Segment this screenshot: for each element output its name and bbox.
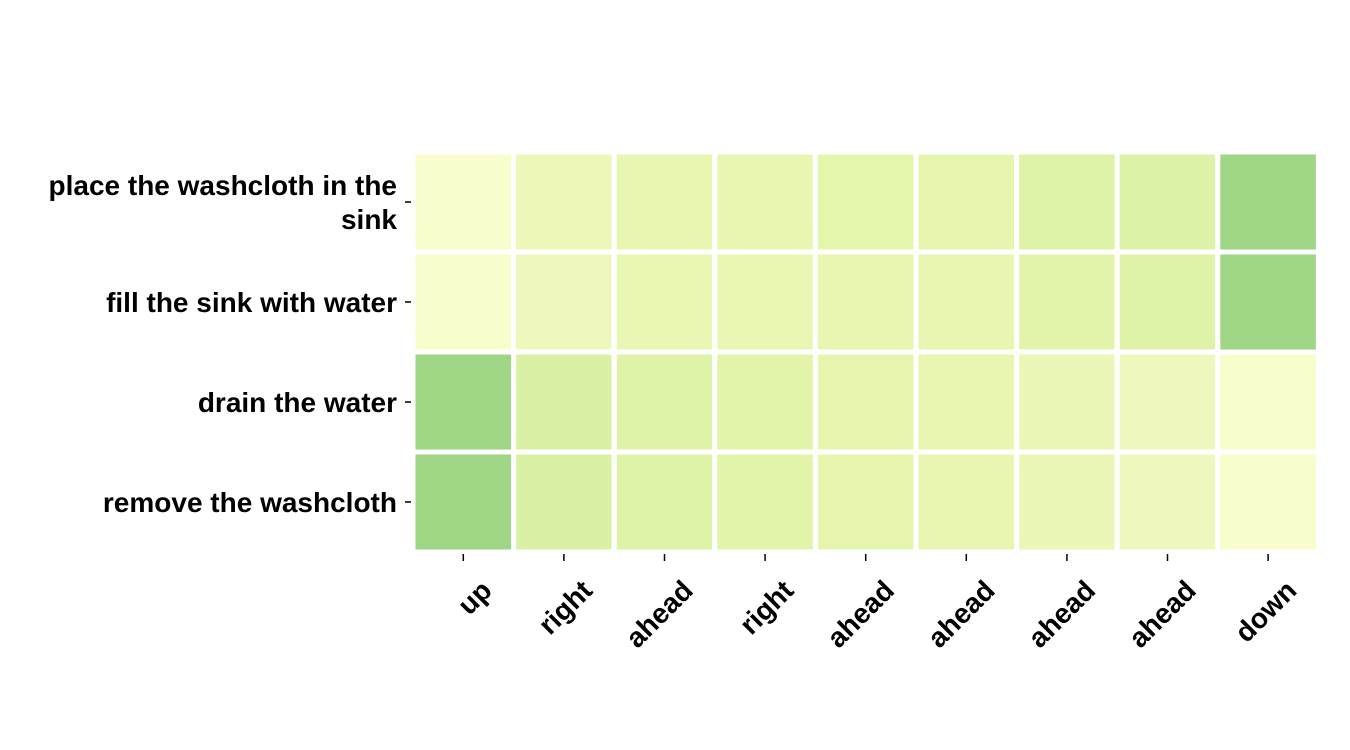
heatmap-cell-r0-c6 — [1014, 149, 1120, 255]
heatmap-cell-r0-c2 — [611, 149, 718, 255]
heatmap-cell-r2-c2 — [611, 349, 718, 455]
column-label: ahead — [1123, 574, 1202, 653]
heatmap-cell-r0-c4 — [812, 149, 919, 255]
heatmap-cell-r1-c3 — [712, 249, 818, 355]
heatmap-cell-r3-c4 — [812, 449, 919, 555]
heatmap-cell-r1-c2 — [611, 249, 718, 355]
heatmap-cell-r2-c1 — [511, 349, 617, 455]
row-labels: place the washcloth in the sink fill the s… — [48, 170, 397, 518]
column-label: down — [1229, 574, 1303, 648]
heatmap-cell-r1-c5 — [913, 249, 1020, 355]
row-label: remove the washcloth — [103, 487, 397, 518]
heatmap-cell-r3-c3 — [712, 449, 818, 555]
heatmap-cell-r1-c0 — [410, 249, 517, 355]
column-label: up — [452, 574, 498, 620]
heatmap-cell-r2-c0 — [410, 349, 517, 455]
column-ticks — [462, 554, 1269, 561]
heatmap-cell-r2-c6 — [1014, 349, 1120, 455]
heatmap-cell-r3-c6 — [1014, 449, 1120, 555]
row-ticks — [405, 201, 411, 503]
heatmap-cell-r3-c5 — [913, 449, 1020, 555]
heatmap-cell-r0-c0 — [410, 149, 517, 255]
heatmap-cell-r1-c8 — [1215, 249, 1321, 355]
heatmap-cell-r1-c7 — [1114, 249, 1221, 355]
heatmap-cell-r3-c8 — [1215, 449, 1321, 555]
row-label: drain the water — [198, 387, 397, 418]
row-label: place the washcloth in the sink — [48, 170, 397, 235]
heatmap-cell-r2-c7 — [1114, 349, 1221, 455]
heatmap-cell-r2-c8 — [1215, 349, 1321, 455]
heatmap-cell-r1-c1 — [511, 249, 617, 355]
heatmap-cell-r3-c2 — [611, 449, 718, 555]
heatmap-cell-r3-c7 — [1114, 449, 1221, 555]
heatmap-cell-r1-c4 — [812, 249, 919, 355]
column-label: ahead — [821, 574, 900, 653]
heatmap-cell-r0-c1 — [511, 149, 617, 255]
row-label: fill the sink with water — [106, 287, 397, 318]
column-label: right — [532, 574, 598, 640]
heatmap-cell-r3-c1 — [511, 449, 617, 555]
column-label: ahead — [620, 574, 699, 653]
heatmap-cell-r3-c0 — [410, 449, 517, 555]
column-label: right — [734, 574, 800, 640]
heatmap-cell-r2-c4 — [812, 349, 919, 455]
column-labels: up right ahead right ahead ahead ahead ahead dow… — [452, 574, 1303, 653]
heatmap-cell-r2-c5 — [913, 349, 1020, 455]
heatmap-cells — [410, 149, 1321, 555]
heatmap-cell-r0-c5 — [913, 149, 1020, 255]
heatmap-cell-r1-c6 — [1014, 249, 1120, 355]
heatmap-cell-r2-c3 — [712, 349, 818, 455]
heatmap-cell-r0-c7 — [1114, 149, 1221, 255]
heatmap-cell-r0-c8 — [1215, 149, 1321, 255]
heatmap-cell-r0-c3 — [712, 149, 818, 255]
column-label: ahead — [922, 574, 1001, 653]
column-label: ahead — [1022, 574, 1101, 653]
